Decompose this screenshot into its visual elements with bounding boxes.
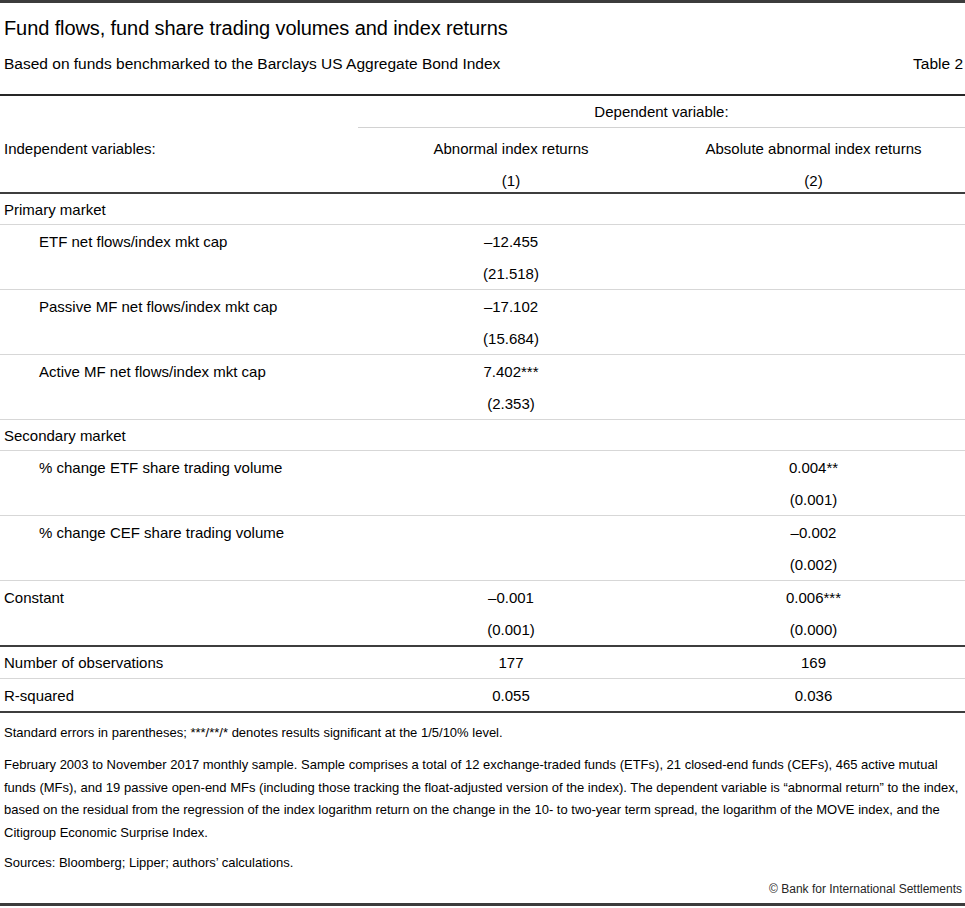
section-row: Primary market [0,194,965,225]
variable-block: % change ETF share trading volume 0.004**… [0,451,965,516]
column-names-row: Independent variables: Abnormal index re… [0,128,965,168]
column-1-number: (1) [360,172,662,189]
section-row: Secondary market [0,420,965,451]
table-header: Dependent variable: Independent variable… [0,96,965,194]
column-2-number: (2) [662,172,965,189]
coefficient-value-col2: 0.006*** [662,589,965,606]
bottom-rule [0,903,965,906]
page-subtitle: Based on funds benchmarked to the Barcla… [4,55,500,73]
column-numbers-row: (1) (2) [0,168,965,192]
standard-error-col2: (0.002) [662,556,965,573]
coefficient-value-col1: 7.402*** [360,363,662,380]
variable-label: Active MF net flows/index mkt cap [0,363,360,380]
coefficient-row: Passive MF net flows/index mkt cap–17.10… [0,290,965,322]
statistic-value-col1: 177 [360,654,662,671]
standard-error-col2: (0.000) [662,621,965,638]
statistic-row: R-squared0.0550.036 [0,678,965,711]
standard-error-col1: (2.353) [360,395,662,412]
standard-error-row: (15.684) [0,322,965,354]
dependent-variable-row: Dependent variable: [0,96,965,128]
coefficient-row: % change ETF share trading volume 0.004** [0,451,965,483]
variable-label: Constant [0,589,360,606]
section-label: Secondary market [4,427,126,444]
variable-label: % change ETF share trading volume [0,459,360,476]
sources-note: Sources: Bloomberg; Lipper; authors’ cal… [4,853,961,873]
copyright-notice: © Bank for International Settlements [769,882,962,896]
standard-error-col1: (15.684) [360,330,662,347]
coefficient-row: % change CEF share trading volume –0.002 [0,516,965,548]
document-page: Fund flows, fund share trading volumes a… [0,0,965,908]
coefficient-value-col2: –0.002 [662,524,965,541]
standard-error-col1: (0.001) [360,621,662,638]
coefficient-row: ETF net flows/index mkt cap–12.455 [0,225,965,257]
dependent-variable-header: Dependent variable: [358,96,965,128]
statistic-row: Number of observations177169 [0,645,965,678]
document-header: Fund flows, fund share trading volumes a… [0,0,965,96]
independent-variables-label: Independent variables: [0,140,360,157]
standard-error-row: (21.518) [0,257,965,289]
standard-error-row: (0.002) [0,548,965,580]
table-notes: Standard errors in parentheses; ***/**/*… [0,713,965,873]
variable-block: % change CEF share trading volume –0.002 (… [0,516,965,581]
standard-error-row: (0.001) [0,483,965,515]
coefficient-row: Constant–0.0010.006*** [0,581,965,613]
significance-note: Standard errors in parentheses; ***/**/*… [4,723,961,743]
standard-error-col1: (21.518) [360,265,662,282]
statistic-value-col2: 169 [662,654,965,671]
statistic-value-col1: 0.055 [360,687,662,704]
dependent-variable-spacer [0,96,358,128]
subtitle-row: Based on funds benchmarked to the Barcla… [4,55,963,73]
variable-block: ETF net flows/index mkt cap–12.455 (21.51… [0,225,965,290]
coefficient-value-col2: 0.004** [662,459,965,476]
variable-block: Active MF net flows/index mkt cap7.402**… [0,355,965,420]
page-title: Fund flows, fund share trading volumes a… [4,17,963,40]
variable-label: ETF net flows/index mkt cap [0,233,360,250]
sample-note: February 2003 to November 2017 monthly s… [4,754,961,844]
statistic-value-col2: 0.036 [662,687,965,704]
top-rule [0,0,965,3]
standard-error-row: (0.001)(0.000) [0,613,965,645]
variable-block: Passive MF net flows/index mkt cap–17.10… [0,290,965,355]
table-number-label: Table 2 [913,55,963,73]
section-label: Primary market [4,201,106,218]
column-2-name: Absolute abnormal index returns [662,140,965,157]
statistic-label: Number of observations [0,654,360,671]
coefficient-value-col1: –17.102 [360,298,662,315]
variable-label: Passive MF net flows/index mkt cap [0,298,360,315]
table-rows: Primary market ETF net flows/index mkt ca… [0,194,965,713]
variable-label: % change CEF share trading volume [0,524,360,541]
standard-error-row: (2.353) [0,387,965,419]
column-1-name: Abnormal index returns [360,140,662,157]
standard-error-col2: (0.001) [662,491,965,508]
coefficient-value-col1: –0.001 [360,589,662,606]
variable-block: Constant–0.0010.006***(0.001)(0.000) [0,581,965,645]
coefficient-row: Active MF net flows/index mkt cap7.402**… [0,355,965,387]
statistic-label: R-squared [0,687,360,704]
coefficient-value-col1: –12.455 [360,233,662,250]
